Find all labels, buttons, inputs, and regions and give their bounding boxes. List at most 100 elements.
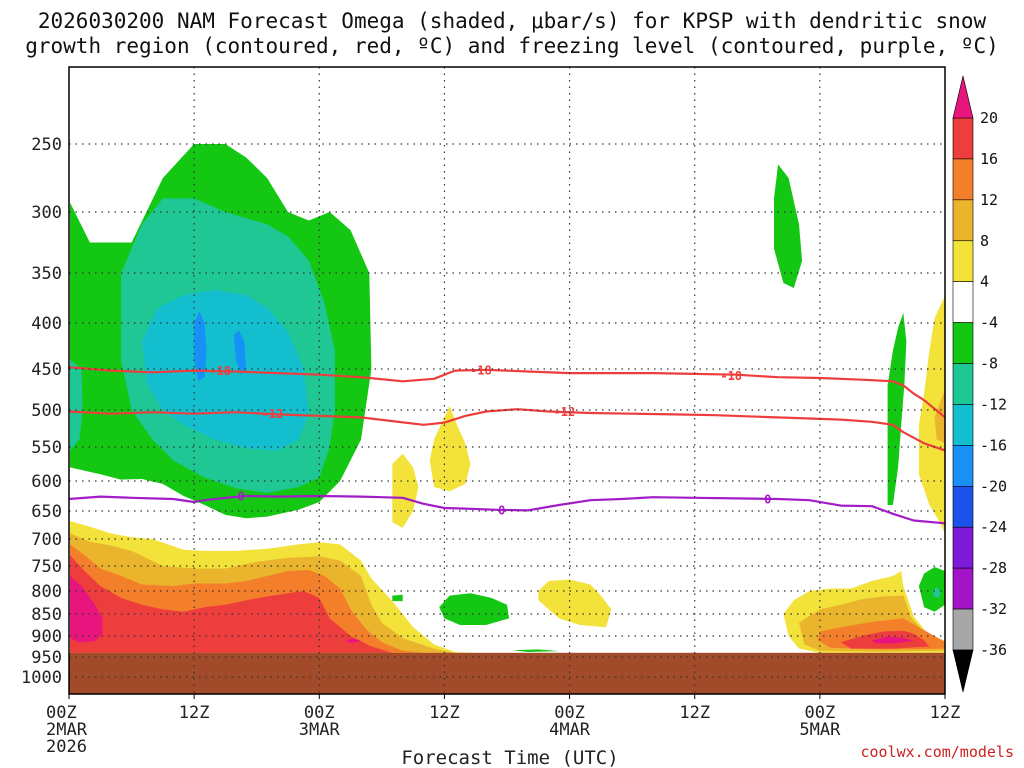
y-tick-label: 450 (31, 360, 62, 380)
y-tick-label: 300 (31, 203, 62, 223)
colorbar-swatch (952, 322, 974, 364)
plot-gridlines (69, 67, 945, 694)
y-tick-label: 700 (31, 530, 62, 550)
omega-region-23 (918, 567, 945, 612)
colorbar-swatch (952, 608, 974, 651)
y-tick-label: 800 (31, 582, 62, 602)
omega-region-10 (70, 576, 103, 643)
isotherm-label--12: -12 (262, 407, 284, 421)
colorbar-label: -16 (980, 436, 1007, 454)
colorbar-label: -20 (980, 477, 1007, 495)
chart-title-line-1: 2026030200 NAM Forecast Omega (shaded, μ… (38, 9, 987, 33)
colorbar-under-triangle (952, 649, 974, 693)
colorbar-swatch (952, 281, 974, 323)
omega-region-14 (538, 579, 612, 628)
omega-region-2 (70, 359, 83, 451)
isotherm-label-0: 0 (498, 503, 505, 517)
omega-region-24 (932, 587, 941, 598)
isotherm-label--18: -18 (209, 364, 231, 378)
x-tick-label: 3MAR (299, 720, 341, 740)
y-tick-label: 600 (31, 472, 62, 492)
x-axis-title: Forecast Time (UTC) (401, 747, 618, 768)
omega-region-12 (392, 453, 419, 528)
colorbar-label: 20 (980, 109, 998, 127)
y-tick-label: 650 (31, 502, 62, 522)
colorbar-label: -36 (980, 641, 1007, 659)
below-ground-shading (69, 652, 945, 694)
colorbar-label: 8 (980, 232, 989, 250)
omega-region-22 (887, 313, 907, 505)
omega-region-21 (934, 389, 945, 444)
x-tick-label: 00Z (46, 703, 77, 723)
x-tick-label: 2026 (46, 737, 87, 757)
omega-region-11 (345, 638, 361, 644)
omega-region-19 (872, 636, 914, 644)
isotherm-label-0: 0 (237, 490, 244, 504)
colorbar-swatch (952, 404, 974, 446)
colorbar-swatch (952, 526, 974, 569)
colorbar-swatch (952, 486, 974, 528)
isotherm-label--12: -12 (554, 405, 576, 419)
colorbar-label: -12 (980, 395, 1007, 413)
omega-region-13 (429, 405, 471, 492)
y-tick-label: 400 (31, 314, 62, 334)
colorbar-swatch (952, 240, 974, 282)
omega-region-28 (512, 649, 560, 652)
y-tick-label: 950 (31, 648, 62, 668)
x-tick-label: 12Z (429, 703, 460, 723)
y-tick-label: 500 (31, 401, 62, 421)
omega-region-20 (918, 296, 945, 534)
colorbar-swatch (952, 363, 974, 405)
y-tick-label: 250 (31, 135, 62, 155)
colorbar-swatch (952, 567, 974, 610)
omega-region-27 (392, 594, 403, 602)
x-tick-label: 12Z (930, 703, 961, 723)
colorbar-swatch (952, 117, 974, 160)
colorbar-swatch (952, 445, 974, 487)
isotherm-contours (68, 366, 946, 525)
x-tick-label: 12Z (679, 703, 710, 723)
colorbar-label: -24 (980, 518, 1007, 536)
pressure-axis: 2503003504004505005506006507007508008509… (21, 135, 62, 688)
chart-title-line-2: growth region (contoured, red, ºC) and f… (25, 34, 999, 58)
y-tick-label: 750 (31, 557, 62, 577)
colorbar-label: 4 (980, 273, 989, 291)
omega-region-5 (233, 330, 247, 375)
y-tick-label: 850 (31, 605, 62, 625)
colorbar-label: -28 (980, 559, 1007, 577)
omega-region-9 (70, 555, 393, 653)
x-tick-label: 00Z (554, 703, 585, 723)
colorbar-over-triangle (952, 75, 974, 119)
y-tick-label: 900 (31, 627, 62, 647)
omega-shading (70, 144, 945, 653)
plot-frame (68, 66, 946, 695)
omega-region-25 (774, 164, 803, 288)
colorbar-label: -8 (980, 355, 998, 373)
x-tick-label: 4MAR (549, 720, 591, 740)
colorbar-label: 16 (980, 150, 998, 168)
omega-region-4 (194, 311, 207, 382)
site-credit[interactable]: coolwx.com/models (860, 743, 1014, 761)
y-tick-label: 350 (31, 264, 62, 284)
omega-region-26 (439, 593, 510, 625)
x-tick-label: 00Z (804, 703, 835, 723)
colorbar-label: -32 (980, 600, 1007, 618)
isotherm--12 (68, 408, 946, 452)
colorbar-swatch (952, 199, 974, 242)
isotherm-label--18: -18 (720, 369, 742, 383)
x-tick-label: 2MAR (46, 720, 88, 740)
colorbar-swatch (952, 158, 974, 201)
x-tick-label: 5MAR (799, 720, 841, 740)
isotherm-labels: -18 -18 -18 -12 -12 0 0 0 (209, 363, 771, 517)
isotherm-label-0: 0 (764, 493, 771, 507)
isotherm-label--18: -18 (470, 363, 492, 377)
colorbar-label: 12 (980, 191, 998, 209)
y-tick-label: 1000 (21, 668, 62, 688)
isotherm--18 (68, 366, 946, 419)
colorbar-label: -4 (980, 314, 998, 332)
omega-colorbar: 20 16 12 8 4 -4 -8 -12 -16 -20 -24 -28 -32 -36 (952, 75, 1007, 693)
x-tick-label: 00Z (304, 703, 335, 723)
y-tick-label: 550 (31, 438, 62, 458)
